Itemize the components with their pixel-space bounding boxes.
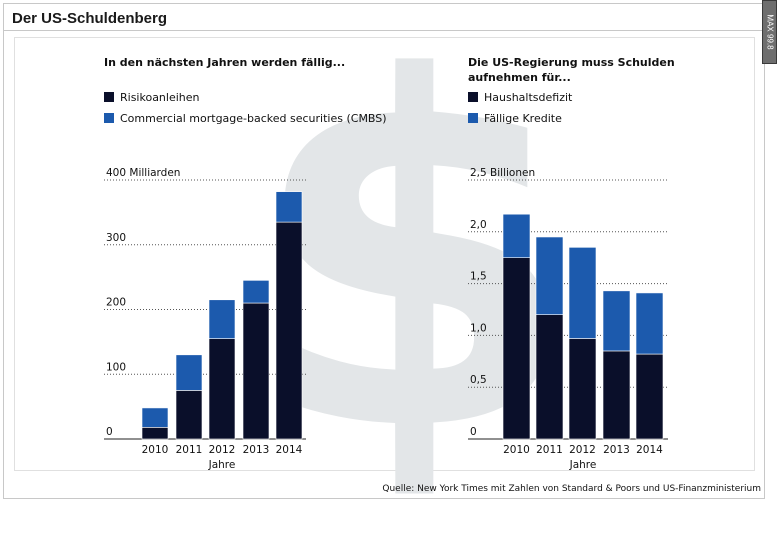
source-note: Quelle: New York Times mit Zahlen von St… — [382, 484, 761, 494]
legend-swatch-dark — [104, 92, 114, 102]
header: Der US-Schuldenberg — [3, 3, 765, 31]
left-heading: In den nächsten Jahren werden fällig... — [104, 56, 346, 69]
x-tick-label: 2013 — [603, 444, 630, 456]
right-heading-line2: aufnehmen für... — [468, 71, 571, 84]
x-tick-label: 2014 — [276, 444, 303, 456]
bar-2012-dark — [208, 338, 236, 440]
y-tick-label: 100 — [106, 361, 126, 373]
bar-2014-dark — [635, 353, 664, 440]
bar-2013-dark — [602, 350, 631, 440]
x-tick-label: 2012 — [569, 444, 596, 456]
bar-2014-blue — [635, 292, 664, 355]
bar-2013-blue — [602, 290, 631, 352]
bar-2014-dark — [275, 221, 303, 440]
legend-item-cmbs: Commercial mortgage-backed securities (C… — [104, 112, 387, 125]
y-tick-label: 0 — [106, 426, 113, 438]
y-tick-label: 1,5 — [470, 271, 487, 283]
x-tick-label: 2012 — [209, 444, 236, 456]
y-tick-label: 2,0 — [470, 219, 487, 231]
legend-swatch-blue — [104, 113, 114, 123]
legend-label: Fällige Kredite — [484, 112, 562, 125]
legend-label: Haushaltsdefizit — [484, 91, 573, 104]
legend-swatch-dark — [468, 92, 478, 102]
y-tick-label: 400 Milliarden — [106, 167, 180, 179]
bar-2011-blue — [175, 354, 203, 391]
page-title: Der US-Schuldenberg — [12, 10, 168, 27]
y-tick-label: 300 — [106, 232, 126, 244]
y-tick-label: 0,5 — [470, 374, 487, 386]
bar-2013-dark — [242, 302, 270, 440]
bar-2011-blue — [535, 236, 564, 315]
bar-2014-blue — [275, 191, 303, 223]
legend-swatch-blue — [468, 113, 478, 123]
bar-2013-blue — [242, 280, 270, 304]
bar-2010-dark — [141, 427, 169, 440]
legend-item-faellige-kredite: Fällige Kredite — [468, 112, 562, 125]
bar-2010-blue — [141, 407, 169, 428]
legend-label: Risikoanleihen — [120, 91, 200, 104]
legend-item-risikoanleihen: Risikoanleihen — [104, 91, 200, 104]
legend-item-haushaltsdefizit: Haushaltsdefizit — [468, 91, 572, 104]
legend-label: Commercial mortgage-backed securities (C… — [120, 112, 387, 125]
bar-2012-blue — [568, 247, 597, 339]
bar-2010-dark — [502, 257, 531, 440]
x-tick-label: 2010 — [142, 444, 169, 456]
bar-2011-dark — [535, 314, 564, 440]
bar-2011-dark — [175, 390, 203, 440]
right-heading: Die US-Regierung muss Schulden aufnehmen… — [468, 55, 675, 85]
x-axis-title: Jahre — [569, 459, 597, 471]
bar-2012-dark — [568, 338, 597, 440]
y-tick-label: 1,0 — [470, 322, 487, 334]
charts-svg: 0 100 200 300 400 Milliarden 2010 2011 2012 2013… — [104, 167, 668, 471]
x-axis-title: Jahre — [208, 459, 236, 471]
right-heading-line1: Die US-Regierung muss Schulden — [468, 56, 675, 69]
bar-2012-blue — [208, 299, 236, 339]
y-tick-label: 200 — [106, 297, 126, 309]
x-tick-label: 2011 — [176, 444, 203, 456]
x-tick-label: 2014 — [636, 444, 663, 456]
bar-2010-blue — [502, 213, 531, 259]
x-tick-label: 2010 — [503, 444, 530, 456]
y-tick-label: 0 — [470, 426, 477, 438]
x-tick-label: 2011 — [536, 444, 563, 456]
y-tick-label: 2,5 Billionen — [470, 167, 535, 179]
x-tick-label: 2013 — [243, 444, 270, 456]
